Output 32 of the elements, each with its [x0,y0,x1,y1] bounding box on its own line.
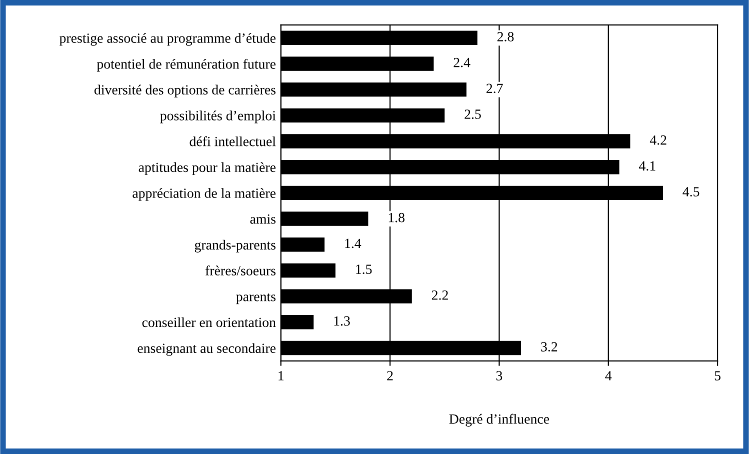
data-label: 1.8 [388,212,404,222]
y-tick-label: grands-parents [194,240,276,252]
data-label: 4.5 [682,187,700,196]
data-label: 2.2 [432,290,448,300]
data-label: 3.2 [541,342,558,352]
y-tick-label: possibilités d’emploi [160,110,276,124]
y-tick-label: potentiel de rémunération future [96,58,276,72]
data-label: 2.7 [486,84,503,94]
x-tick-label: 2 [387,371,393,380]
x-tick-label: 1 [278,371,284,380]
data-label: 4.1 [639,161,656,171]
y-tick-label: défi intellectuel [190,136,276,146]
data-label: 1.5 [356,264,372,274]
y-tick-label: appréciation de la matière [132,188,276,201]
y-tick-label: frères/soeurs [205,266,276,276]
data-label: 1.3 [334,316,350,326]
y-tick-label: parents [236,293,276,304]
y-tick-label: conseiller en orientation [142,317,276,328]
y-tick-label: enseignant au secondaire [138,343,276,356]
x-tick-label: 4 [605,371,612,380]
data-label: 2.4 [454,58,470,68]
y-tick-label: diversité des options de carrières [94,84,276,98]
y-tick-label: prestige associé au programme d’étude [59,33,276,46]
x-tick-label: 5 [714,371,720,380]
data-label: 1.4 [345,238,362,248]
y-tick-label: aptitudes pour la matière [138,162,276,175]
y-tick-label: amis [250,214,276,224]
data-label: 2.8 [497,32,514,42]
data-label: 2.5 [464,110,481,119]
data-label: 4.2 [650,135,666,145]
x-axis-title: Degré d’influence [449,414,550,427]
x-tick-label: 3 [496,371,502,380]
